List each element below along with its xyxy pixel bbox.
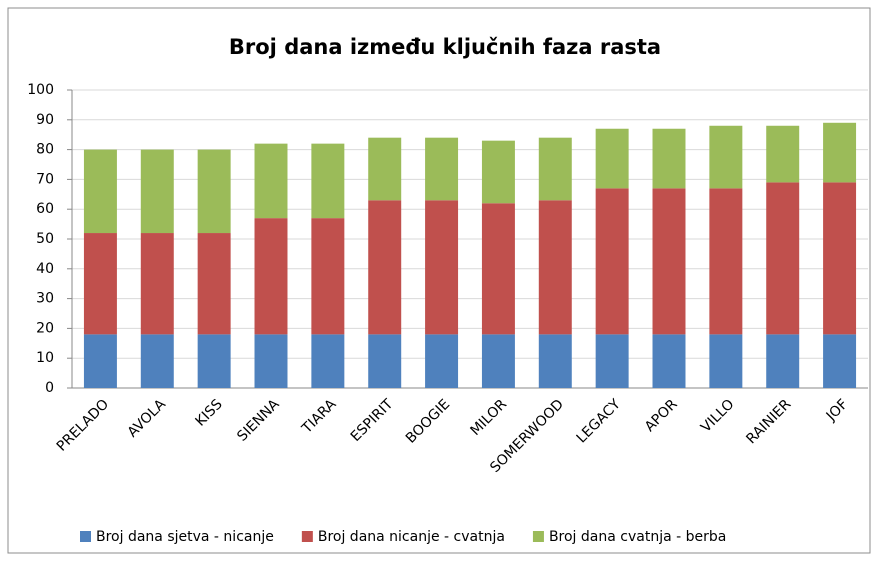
bar-segment	[311, 143, 345, 219]
y-tick-label: 50	[36, 231, 54, 247]
bar-segment	[538, 334, 572, 388]
y-tick-label: 0	[45, 380, 54, 396]
bar-segment	[425, 200, 459, 335]
bar-segment	[368, 334, 402, 388]
y-tick-label: 30	[36, 291, 54, 307]
legend-swatch	[532, 531, 544, 542]
bar-segment	[823, 182, 857, 335]
bar-segment	[425, 137, 459, 201]
y-tick-label: 40	[36, 261, 54, 277]
legend-label: Broj dana nicanje - cvatnja	[318, 529, 505, 545]
legend-swatch	[301, 531, 313, 542]
y-tick-label: 100	[27, 82, 54, 98]
y-tick-label: 60	[36, 201, 54, 217]
bar-segment	[766, 125, 800, 183]
legend-label: Broj dana cvatnja - berba	[549, 529, 726, 545]
bar-segment	[83, 334, 117, 388]
bar-segment	[709, 334, 743, 388]
bar-segment	[197, 334, 231, 388]
bar-segment	[368, 137, 402, 201]
bar-segment	[538, 200, 572, 335]
bar-segment	[538, 137, 572, 201]
y-tick-label: 10	[36, 350, 54, 366]
bar-segment	[766, 182, 800, 335]
bar-segment	[140, 334, 174, 388]
bar-segment	[595, 128, 629, 189]
y-tick-label: 90	[36, 112, 54, 128]
bar-segment	[425, 334, 459, 388]
bar-segment	[709, 188, 743, 335]
bar-segment	[652, 128, 686, 189]
bar-segment	[481, 140, 515, 204]
bar-segment	[140, 233, 174, 335]
bar-segment	[481, 203, 515, 335]
y-tick-label: 20	[36, 320, 54, 336]
bar-segment	[311, 218, 345, 335]
bar-segment	[311, 334, 345, 388]
bar-segment	[197, 149, 231, 234]
bar-segment	[595, 188, 629, 335]
chart-title: Broj dana između ključnih faza rasta	[229, 35, 661, 59]
bar-segment	[368, 200, 402, 335]
legend-label: Broj dana sjetva - nicanje	[96, 529, 274, 545]
bar-segment	[197, 233, 231, 335]
bar-segment	[595, 334, 629, 388]
bar-segment	[254, 143, 288, 219]
bar-segment	[823, 334, 857, 388]
bar-segment	[652, 334, 686, 388]
legend-swatch	[80, 531, 91, 542]
bar-segment	[823, 122, 857, 183]
bar-segment	[83, 149, 117, 234]
bar-segment	[83, 233, 117, 335]
bar-segment	[481, 334, 515, 388]
y-tick-label: 70	[36, 171, 54, 187]
bar-segment	[652, 188, 686, 335]
bar-segment	[254, 334, 288, 388]
y-tick-label: 80	[36, 142, 54, 158]
bar-segment	[709, 125, 743, 189]
bar-segment	[254, 218, 288, 335]
bar-segment	[766, 334, 800, 388]
bar-segment	[140, 149, 174, 234]
